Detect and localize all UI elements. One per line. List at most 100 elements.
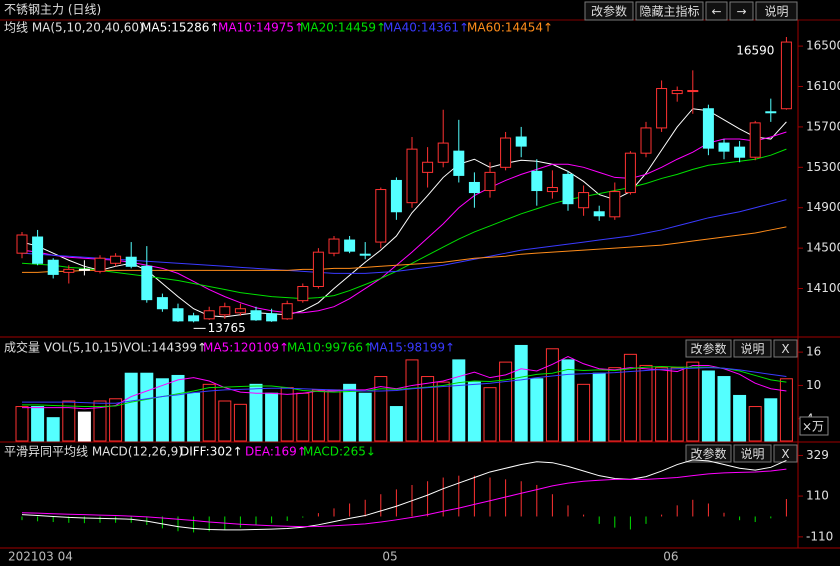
candle-body (406, 148, 418, 204)
button[interactable]: 隐藏主指标 (635, 1, 704, 21)
volume-bar (592, 372, 606, 442)
candle-body (125, 256, 137, 267)
volume-bar (623, 353, 637, 442)
button[interactable]: → (729, 1, 754, 21)
volume-bar (31, 406, 45, 442)
volume-bar (561, 359, 575, 442)
indicator-label: 成交量 VOL(5,10,15) (4, 340, 123, 355)
candle-body (687, 90, 699, 93)
button[interactable]: ← (705, 1, 728, 21)
volume-bar (577, 383, 591, 442)
candle-body (749, 122, 761, 158)
volume-bar (171, 374, 185, 442)
button-frame (635, 1, 704, 21)
button-label: X (781, 447, 789, 461)
button-frame (705, 1, 728, 21)
legend-entry: MA5:15286↑ (141, 21, 219, 35)
y-tick-label: 16100 (806, 79, 840, 93)
button-frame (685, 444, 732, 463)
button-frame (755, 1, 798, 21)
legend-entry: MA5:120109↑ (203, 341, 289, 355)
button[interactable]: 说明 (755, 1, 798, 21)
candle-body (266, 313, 278, 322)
volume-bar (249, 383, 263, 442)
button-frame (773, 339, 798, 358)
x-tick-label: 05 (382, 550, 397, 564)
button-label: 改参数 (690, 446, 726, 461)
candle-body (375, 189, 387, 243)
volume-bar (109, 398, 123, 442)
volume-bar (296, 392, 310, 442)
ma-line (22, 367, 787, 404)
volume-bar (46, 417, 60, 442)
button[interactable]: 说明 (733, 444, 772, 463)
y-tick-label: 110 (806, 489, 829, 503)
candle-body (640, 127, 652, 154)
indicator-label: 均线 MA(5,10,20,40,60) (4, 21, 144, 35)
candle-body (47, 259, 59, 275)
legend-entry: DIFF:302↑ (180, 445, 243, 459)
volume-bar (670, 367, 684, 442)
volume-bar (202, 383, 216, 442)
button-label: ← (711, 5, 721, 19)
volume-bar (717, 376, 731, 442)
candle-body (78, 268, 90, 271)
candle-body (468, 181, 480, 194)
button[interactable]: 说明 (733, 339, 772, 358)
candle-body (422, 161, 434, 173)
unit-frame (799, 416, 829, 436)
volume-bar (218, 400, 232, 442)
ma-line (21, 131, 787, 314)
candle-body (234, 308, 246, 314)
y-tick-label: 14500 (806, 241, 840, 255)
candle-body (780, 41, 792, 110)
button-label: 说明 (740, 341, 764, 356)
candle-body (702, 108, 714, 149)
candle-body (110, 255, 122, 264)
y-tick-label: -110 (806, 529, 833, 543)
volume-bar (655, 367, 669, 442)
volume-bar (452, 359, 466, 442)
candle-body (562, 173, 574, 205)
candle-body (531, 170, 543, 192)
candle-body (765, 111, 777, 114)
candle-body (281, 303, 293, 320)
button-frame (729, 1, 754, 21)
button-label: 改参数 (690, 341, 726, 356)
candle-body (656, 88, 668, 129)
legend-entry: MA40:14361↑ (383, 21, 469, 35)
button[interactable]: 改参数 (685, 339, 732, 358)
volume-bar (639, 364, 653, 442)
volume-bar (608, 367, 622, 442)
volume-bar (405, 359, 419, 442)
candle-body (515, 136, 527, 147)
legend-entry: MA10:14975↑ (218, 21, 304, 35)
readout: VOL:144399↑ (123, 341, 207, 355)
button[interactable]: 改参数 (584, 1, 634, 21)
volume-bar (733, 394, 747, 442)
legend-entry: MACD:265↓ (303, 445, 376, 459)
candle-body (437, 142, 449, 163)
button[interactable]: 改参数 (685, 444, 732, 463)
candle-body (250, 310, 262, 321)
button[interactable]: X (773, 444, 798, 463)
volume-bar (530, 378, 544, 442)
annotation: 13765 (208, 321, 246, 335)
volume-bar (483, 387, 497, 442)
candle-body (32, 236, 44, 264)
legend-entry: MA10:99766↑ (287, 341, 373, 355)
button-label: X (781, 342, 789, 356)
indicator-label: 平滑异同平均线 MACD(12,26,9) (4, 445, 183, 459)
candle-body (328, 238, 340, 254)
candle-body (63, 268, 75, 273)
candle-body (390, 179, 402, 213)
volume-bar (374, 376, 388, 442)
candle-body (172, 308, 184, 322)
volume-bar (343, 383, 357, 442)
y-tick-label: 16 (806, 345, 821, 359)
legend-entry: MA15:98199↑ (369, 341, 455, 355)
button[interactable]: X (773, 339, 798, 358)
button-frame (685, 339, 732, 358)
